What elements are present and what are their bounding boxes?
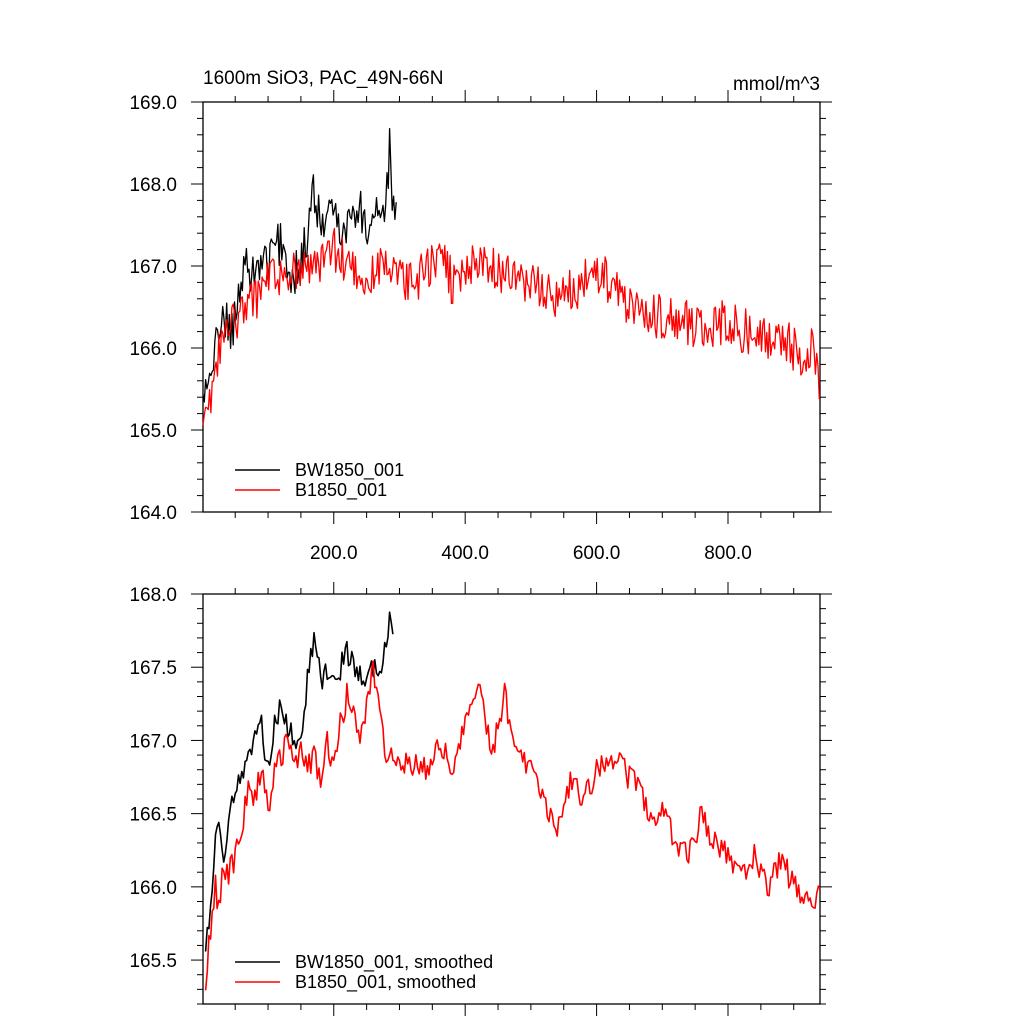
chart-panel-1: 200.0 400.0 600.0 800.0 164.0 165.0 166.0 167.0… bbox=[129, 90, 832, 564]
y-tick-label: 166.0 bbox=[129, 878, 177, 899]
y-tick-label: 169.0 bbox=[129, 93, 177, 114]
y-tick-label: 165.0 bbox=[129, 421, 177, 442]
x-tick-label: 600.0 bbox=[573, 543, 621, 564]
y-tick-label: 166.0 bbox=[129, 339, 177, 360]
series-line-bw1850-001-smoothed bbox=[204, 611, 394, 952]
plot-frame bbox=[202, 101, 821, 513]
units-label: mmol/m^3 bbox=[733, 74, 820, 95]
legend-label-b1850: B1850_001 bbox=[295, 480, 387, 501]
y-tick-label: 166.5 bbox=[129, 805, 177, 826]
series-line-b1850-001 bbox=[202, 227, 820, 426]
legend-label-bw1850-smoothed: BW1850_001, smoothed bbox=[295, 952, 493, 973]
y-tick-label: 168.0 bbox=[129, 585, 177, 606]
x-tick-label: 200.0 bbox=[310, 543, 358, 564]
plot-frame bbox=[202, 593, 821, 1005]
y-tick-label: 168.0 bbox=[129, 175, 177, 196]
x-tick-label: 400.0 bbox=[441, 543, 489, 564]
y-tick-label: 165.5 bbox=[129, 951, 177, 972]
series-line-b1850-001-smoothed bbox=[204, 660, 821, 991]
legend-label-bw1850: BW1850_001 bbox=[295, 460, 404, 481]
chart-panel-2: 165.5 166.0 166.5 167.0 167.5 168.0 bbox=[129, 582, 832, 1016]
y-tick-label: 167.0 bbox=[129, 257, 177, 278]
y-tick-label: 167.0 bbox=[129, 731, 177, 752]
y-tick-label: 167.5 bbox=[129, 658, 177, 679]
legend-label-b1850-smoothed: B1850_001, smoothed bbox=[295, 972, 476, 993]
y-tick-label: 164.0 bbox=[129, 503, 177, 524]
x-tick-label: 800.0 bbox=[704, 543, 752, 564]
chart-title: 1600m SiO3, PAC_49N-66N bbox=[203, 68, 443, 89]
